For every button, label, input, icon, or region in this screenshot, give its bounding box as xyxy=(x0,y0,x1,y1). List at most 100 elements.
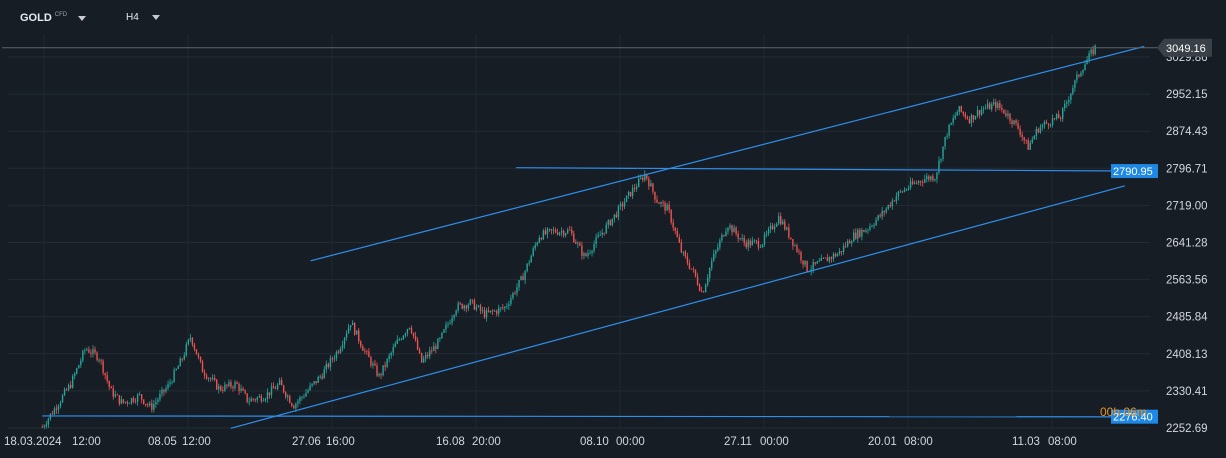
candle xyxy=(889,202,891,208)
candle-body xyxy=(753,240,756,242)
candle-body xyxy=(518,280,520,288)
timeframe-selector[interactable]: H4 xyxy=(126,12,160,23)
trendline-horizontal-support[interactable] xyxy=(42,415,1128,418)
candle-body xyxy=(94,349,96,353)
candle xyxy=(832,252,835,262)
candle xyxy=(1090,47,1092,57)
candle xyxy=(631,184,634,200)
candle xyxy=(51,410,54,416)
candle-body xyxy=(601,232,603,236)
candle-body xyxy=(179,358,181,367)
candle xyxy=(1045,119,1048,124)
candle-body xyxy=(715,250,717,254)
candle xyxy=(487,306,490,313)
candle xyxy=(189,334,192,343)
time-axis[interactable]: 18.03.2024 12:00 08.05 12:00 27.06 16:00 16.08… xyxy=(4,436,1077,448)
candle-body xyxy=(571,229,573,234)
candle xyxy=(276,382,279,391)
candle xyxy=(857,228,859,243)
candle xyxy=(656,195,658,204)
candle-body xyxy=(855,232,857,239)
candle-body xyxy=(420,352,423,363)
candle xyxy=(244,389,246,395)
candle-body xyxy=(45,424,48,427)
trendline-channel-lower[interactable] xyxy=(230,185,1126,429)
candle xyxy=(63,387,66,397)
candle-body xyxy=(540,237,543,240)
candle-body xyxy=(889,204,891,207)
candle xyxy=(849,238,851,244)
candle xyxy=(607,219,609,229)
candle xyxy=(905,188,908,192)
price-tick-label: 2485.84 xyxy=(1166,312,1208,324)
candle xyxy=(672,218,674,231)
candle-body xyxy=(61,395,64,403)
candle-body xyxy=(1057,114,1060,119)
candle-body xyxy=(560,231,563,233)
candle xyxy=(706,274,709,287)
candle-body xyxy=(506,305,508,307)
candle-body xyxy=(161,389,163,394)
candle-body xyxy=(356,330,358,335)
candle xyxy=(844,241,847,248)
candle xyxy=(382,365,384,377)
candle xyxy=(873,222,875,229)
candle-body xyxy=(151,403,153,410)
trendline-channel-upper[interactable] xyxy=(310,45,1145,262)
candle xyxy=(90,349,92,358)
candlestick-series xyxy=(41,44,1096,430)
candle-body xyxy=(1015,120,1017,124)
trendlines[interactable] xyxy=(42,45,1145,429)
candle xyxy=(648,176,650,190)
candle xyxy=(597,232,599,239)
candle-body xyxy=(920,181,922,183)
candle xyxy=(1029,140,1031,150)
trendline-horizontal-resistance[interactable] xyxy=(516,167,1128,172)
candle-body xyxy=(412,332,415,337)
candle-body xyxy=(343,337,346,345)
candle-body xyxy=(268,392,271,396)
candle xyxy=(209,377,212,382)
candle-body xyxy=(1074,80,1076,88)
candle-body xyxy=(165,388,167,392)
candle-body xyxy=(53,408,56,415)
time-tick-label: 00:00 xyxy=(760,436,789,448)
candle xyxy=(879,213,881,219)
candle-body xyxy=(999,103,1001,108)
candle-body xyxy=(406,329,409,334)
price-axis[interactable]: 3029.862952.152874.432796.712719.002641.… xyxy=(1166,52,1208,435)
candle-body xyxy=(676,231,678,238)
candle xyxy=(861,227,863,241)
candle xyxy=(782,218,784,225)
candle xyxy=(530,254,532,263)
candle xyxy=(264,397,267,403)
candle-body xyxy=(751,240,754,246)
candle-body xyxy=(648,178,650,187)
candle xyxy=(475,304,478,312)
candle xyxy=(897,190,900,201)
symbol-selector[interactable]: GOLD CFD xyxy=(20,12,87,24)
candle-body xyxy=(964,113,967,118)
candle-body xyxy=(76,368,78,374)
candle-body xyxy=(173,370,175,383)
candle-body xyxy=(631,187,634,197)
candle xyxy=(366,349,368,355)
candle xyxy=(542,228,545,241)
candle xyxy=(662,199,664,207)
candle-body xyxy=(1007,113,1009,116)
candle-body xyxy=(108,380,110,387)
candle-body xyxy=(1086,59,1088,65)
candle-body xyxy=(311,383,313,386)
candle-body xyxy=(1047,123,1050,126)
candle-body xyxy=(372,363,374,366)
candle xyxy=(625,195,628,203)
candle xyxy=(256,396,259,403)
candle xyxy=(1019,125,1021,138)
candle xyxy=(347,323,350,334)
candle xyxy=(934,178,936,182)
candle xyxy=(1015,118,1017,126)
candle-body xyxy=(591,250,593,253)
price-tick-label: 2252.69 xyxy=(1166,423,1208,435)
candle xyxy=(43,424,45,430)
